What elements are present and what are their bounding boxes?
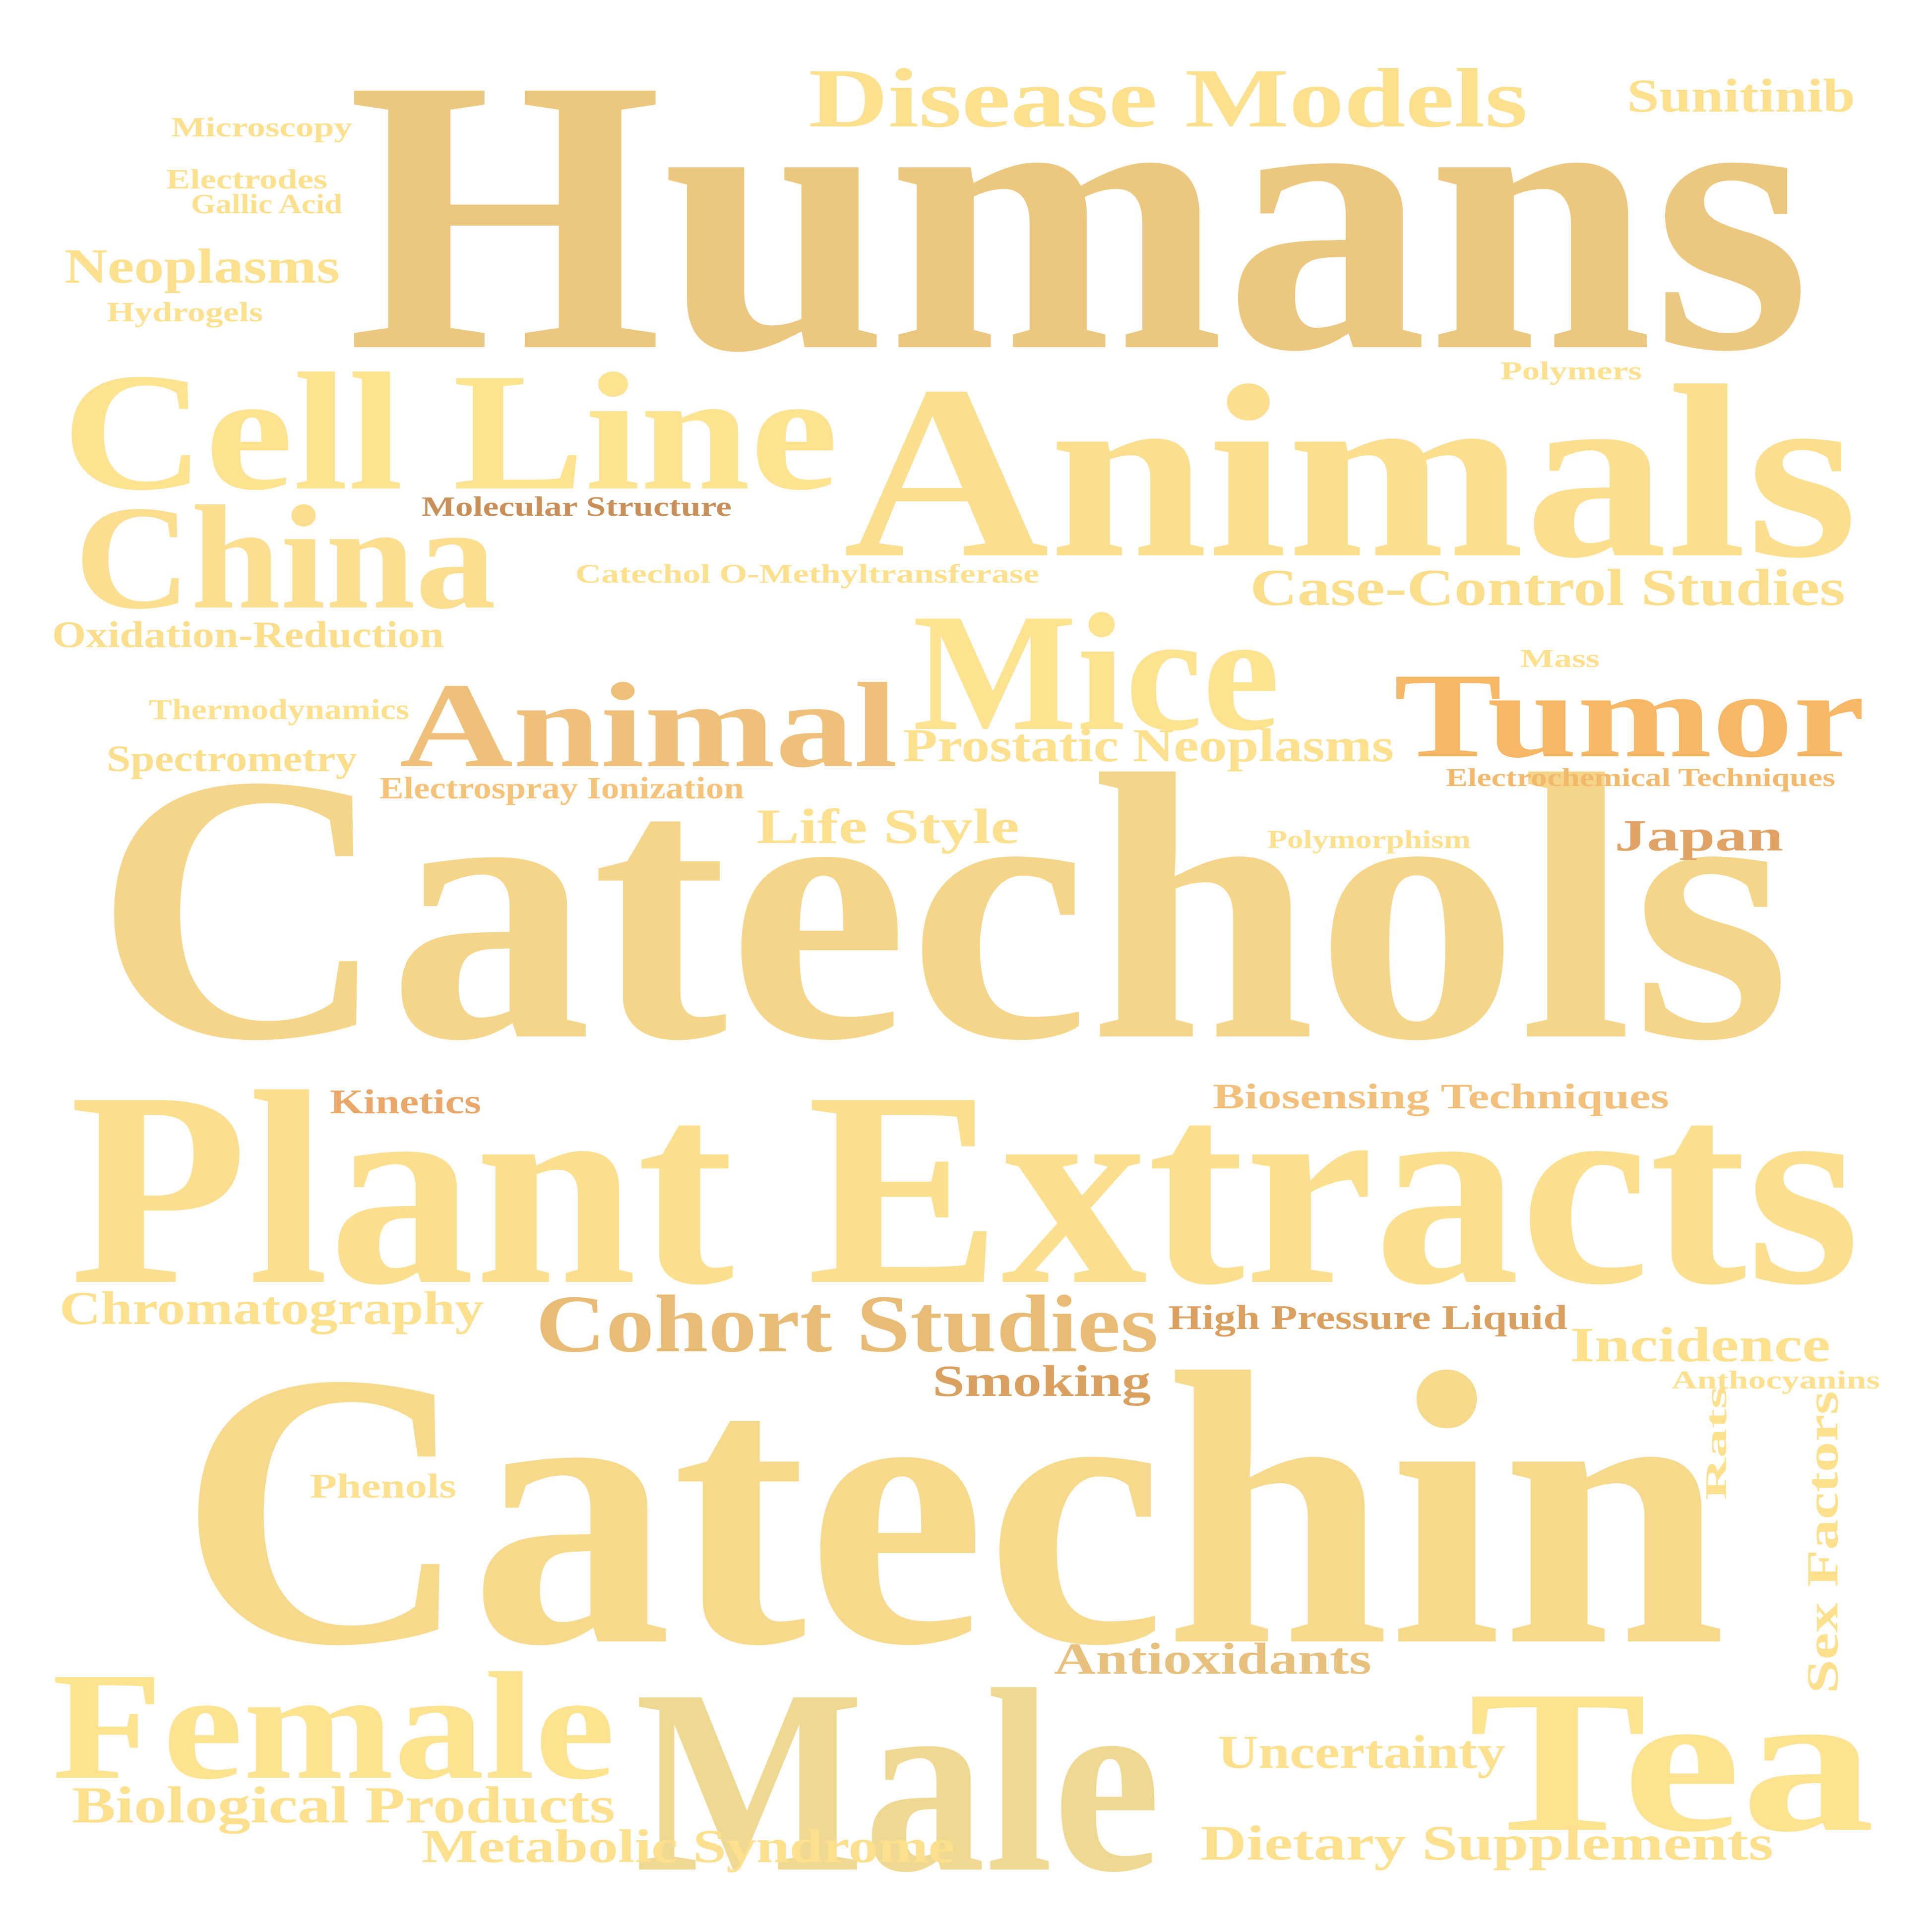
word-japan: Japan: [1615, 811, 1783, 860]
word-phenols: Phenols: [310, 1467, 456, 1506]
word-cell-line: Cell Line: [62, 338, 838, 525]
word-anthocyanins: Anthocyanins: [1672, 1366, 1880, 1394]
word-antioxidants: Antioxidants: [1054, 1634, 1371, 1684]
word-catechols: Catechols: [94, 696, 1791, 1119]
word-china: China: [74, 475, 496, 640]
word-sunitinib: Sunitinib: [1627, 69, 1855, 122]
word-mice: Mice: [913, 579, 1280, 766]
word-tea: Tea: [1468, 1649, 1875, 1874]
word-chromatography: Chromatography: [60, 1282, 484, 1334]
word-polymorphism: Polymorphism: [1267, 826, 1471, 854]
word-biosensing-techniques: Biosensing Techniques: [1213, 1077, 1669, 1116]
word-catechol-o-methyltransferase: Catechol O-Methyltransferase: [575, 559, 1039, 589]
word-cohort-studies: Cohort Studies: [536, 1278, 1158, 1369]
word-incidence: Incidence: [1570, 1317, 1830, 1372]
word-electrodes: Electrodes: [166, 164, 327, 195]
word-spectrometry: Spectrometry: [107, 738, 357, 780]
word-high-pressure-liquid: High Pressure Liquid: [1168, 1299, 1567, 1337]
word-neoplasms: Neoplasms: [64, 239, 340, 294]
word-metabolic-syndrome: Metabolic Syndrome: [422, 1820, 955, 1872]
word-female: Female: [52, 1641, 615, 1811]
word-biological-products: Biological Products: [72, 1776, 615, 1834]
word-gallic-acid: Gallic Acid: [191, 189, 342, 220]
word-animals: Animals: [843, 335, 1858, 609]
word-thermodynamics: Thermodynamics: [149, 693, 409, 725]
word-microscopy: Microscopy: [171, 112, 352, 143]
word-polymers: Polymers: [1500, 357, 1642, 385]
word-kinetics: Kinetics: [330, 1083, 481, 1121]
word-electrochemical-techniques: Electrochemical Techniques: [1446, 764, 1835, 792]
word-molecular-structure: Molecular Structure: [422, 491, 732, 522]
word-tumor: Tumor: [1394, 648, 1865, 783]
word-prostatic-neoplasms: Prostatic Neoplasms: [903, 719, 1394, 772]
word-humans: Humans: [347, 0, 1810, 432]
word-electrospray-ionization: Electrospray Ionization: [379, 772, 744, 805]
word-rats: Rats: [1700, 1386, 1733, 1500]
word-hydrogels: Hydrogels: [107, 297, 263, 328]
word-oxidation-reduction: Oxidation-Reduction: [52, 614, 444, 656]
word-dietary-supplements: Dietary Supplements: [1200, 1815, 1773, 1871]
word-male: Male: [635, 1635, 1161, 1927]
word-smoking: Smoking: [933, 1357, 1151, 1406]
word-case-control-studies: Case-Control Studies: [1250, 558, 1845, 616]
word-disease-models: Disease Models: [809, 52, 1528, 145]
word-catechin: Catechin: [179, 1292, 1726, 1726]
word-mass: Mass: [1520, 645, 1600, 673]
word-animal: Animal: [399, 658, 898, 792]
word-plant-extracts: Plant Extracts: [69, 1035, 1860, 1342]
word-sex-factors: Sex Factors: [1799, 1391, 1848, 1693]
word-life-style: Life Style: [756, 799, 1019, 854]
word-uncertainty: Uncertainty: [1218, 1726, 1505, 1778]
